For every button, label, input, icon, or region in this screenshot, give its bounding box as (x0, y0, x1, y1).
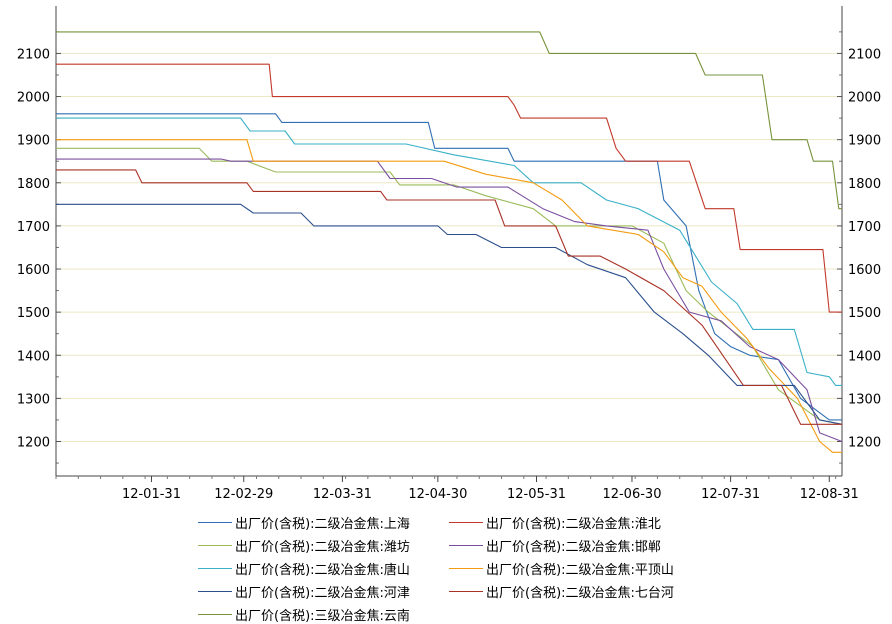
legend-swatch (198, 567, 232, 569)
legend-item: 出厂价(含税):二级冶金焦:唐山 (198, 558, 410, 578)
y-tick-label-right: 1700 (848, 220, 881, 235)
x-tick-label: 12-02-29 (214, 487, 273, 502)
legend-item: 出厂价(含税):二级冶金焦:潍坊 (198, 535, 410, 555)
y-tick-label-right: 1500 (848, 306, 881, 321)
x-tick-label: 12-04-30 (408, 487, 467, 502)
legend-swatch (449, 544, 483, 546)
legend-item: 出厂价(含税):二级冶金焦:平顶山 (449, 558, 674, 578)
series-lines (56, 31, 843, 453)
series-line-9 (56, 31, 842, 210)
legend-swatch (198, 613, 232, 615)
legend-label: 出厂价(含税):二级冶金焦:潍坊 (235, 539, 410, 555)
legend-label: 出厂价(含税):二级冶金焦:河津 (235, 585, 410, 601)
legend-item: 出厂价(含税):二级冶金焦:七台河 (449, 581, 674, 601)
y-tick-label-right: 1600 (848, 263, 881, 278)
legend-label: 出厂价(含税):二级冶金焦:七台河 (486, 585, 674, 601)
gridlines (56, 52, 842, 443)
legend-swatch (449, 567, 483, 569)
x-tick-label: 12-07-31 (701, 487, 760, 502)
y-tick-label-left: 1800 (17, 177, 50, 192)
legend-item: 出厂价(含税):二级冶金焦:上海 (198, 512, 410, 532)
legend-item: 出厂价(含税):二级冶金焦:邯郸 (449, 535, 661, 555)
series-line-1 (56, 113, 842, 421)
x-tick-label: 12-06-30 (602, 487, 661, 502)
legend-swatch (449, 590, 483, 592)
y-tick-label-left: 1900 (17, 134, 50, 149)
y-tick-label-left: 1500 (17, 306, 50, 321)
x-tick-label: 12-08-31 (800, 487, 859, 502)
legend-label: 出厂价(含税):二级冶金焦:平顶山 (486, 562, 674, 578)
y-tick-label-right: 1400 (848, 349, 881, 364)
legend-swatch (198, 521, 232, 523)
y-tick-label-right: 2000 (848, 91, 881, 106)
x-tick-label: 12-05-31 (507, 487, 566, 502)
y-tick-label-right: 1900 (848, 134, 881, 149)
y-tick-label-right: 1300 (848, 392, 881, 407)
legend-swatch (198, 544, 232, 546)
x-tick-label: 12-01-31 (122, 487, 181, 502)
legend-item: 出厂价(含税):三级冶金焦:云南 (198, 604, 410, 624)
legend-label: 出厂价(含税):二级冶金焦:淮北 (486, 516, 661, 532)
legend-item: 出厂价(含税):二级冶金焦:河津 (198, 581, 410, 601)
y-tick-label-left: 1300 (17, 392, 50, 407)
y-tick-label-left: 1700 (17, 220, 50, 235)
axes: 1200 1200 1300 1300 1400 1400 1500 1500 1600 1600… (17, 6, 881, 502)
series-line-3 (56, 147, 843, 425)
legend-label: 出厂价(含税):三级冶金焦:云南 (235, 608, 410, 624)
legend-label: 出厂价(含税):二级冶金焦:唐山 (235, 562, 410, 578)
series-line-5 (56, 117, 842, 386)
y-tick-label-left: 2000 (17, 91, 50, 106)
series-line-8 (56, 169, 842, 425)
y-tick-label-left: 1200 (17, 436, 50, 451)
legend-label: 出厂价(含税):二级冶金焦:邯郸 (486, 539, 661, 555)
y-tick-label-left: 1600 (17, 263, 50, 278)
series-line-6 (56, 139, 842, 453)
y-tick-label-right: 1800 (848, 177, 881, 192)
series-line-4 (56, 158, 843, 443)
y-tick-label-left: 1400 (17, 349, 50, 364)
legend-swatch (198, 590, 232, 592)
y-tick-label-right: 2100 (848, 47, 881, 62)
y-tick-label-right: 1200 (848, 436, 881, 451)
y-tick-label-left: 2100 (17, 47, 50, 62)
legend-item: 出厂价(含税):二级冶金焦:淮北 (449, 512, 661, 532)
x-tick-label: 12-03-31 (313, 487, 372, 502)
legend-swatch (449, 521, 483, 523)
legend-label: 出厂价(含税):二级冶金焦:上海 (235, 516, 410, 532)
series-line-2 (56, 63, 842, 313)
series-line-7 (56, 203, 843, 425)
